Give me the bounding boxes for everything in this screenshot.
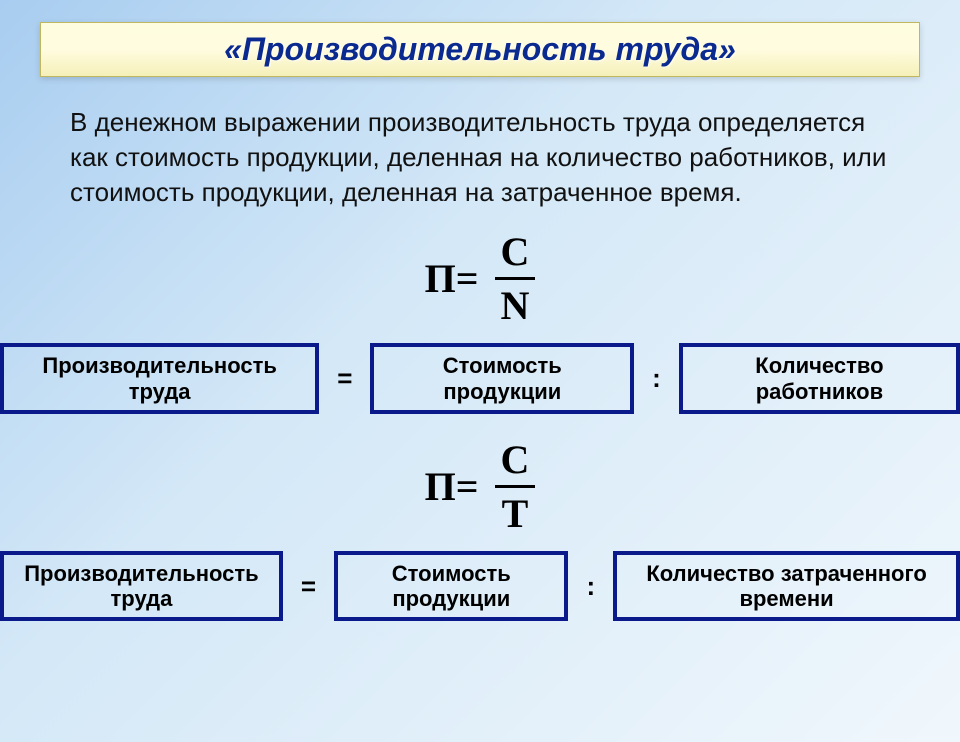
divide-sign-2: : (586, 571, 595, 602)
slide-title: «Производительность труда» (224, 31, 736, 67)
formula-2: П= С Т (0, 436, 960, 537)
word-equation-row-2: Производительность труда = Стоимость про… (0, 551, 960, 622)
formula-1: П= С N (0, 228, 960, 329)
formula2-lhs: П= (425, 464, 479, 509)
formula2-fraction: С Т (495, 436, 536, 537)
title-bar: «Производительность труда» (40, 22, 920, 77)
equals-sign: = (337, 363, 352, 394)
fraction-bar-icon (495, 485, 536, 488)
formula1-fraction: С N (495, 228, 536, 329)
formula2-denominator: Т (495, 490, 536, 537)
box-productivity-2: Производительность труда (0, 551, 283, 622)
box-cost-2: Стоимость продукции (334, 551, 568, 622)
equals-sign-2: = (301, 571, 316, 602)
box-productivity: Производительность труда (0, 343, 319, 414)
formula1-lhs: П= (425, 256, 479, 301)
box-cost: Стоимость продукции (370, 343, 634, 414)
word-equation-row-1: Производительность труда = Стоимость про… (0, 343, 960, 414)
definition-paragraph: В денежном выражении производительность … (70, 105, 890, 210)
fraction-bar-icon (495, 277, 536, 280)
formula1-numerator: С (495, 228, 536, 275)
divide-sign: : (652, 363, 661, 394)
box-time: Количество затраченного времени (613, 551, 960, 622)
formula2-numerator: С (495, 436, 536, 483)
box-workers: Количество работников (679, 343, 960, 414)
formula1-denominator: N (495, 282, 536, 329)
